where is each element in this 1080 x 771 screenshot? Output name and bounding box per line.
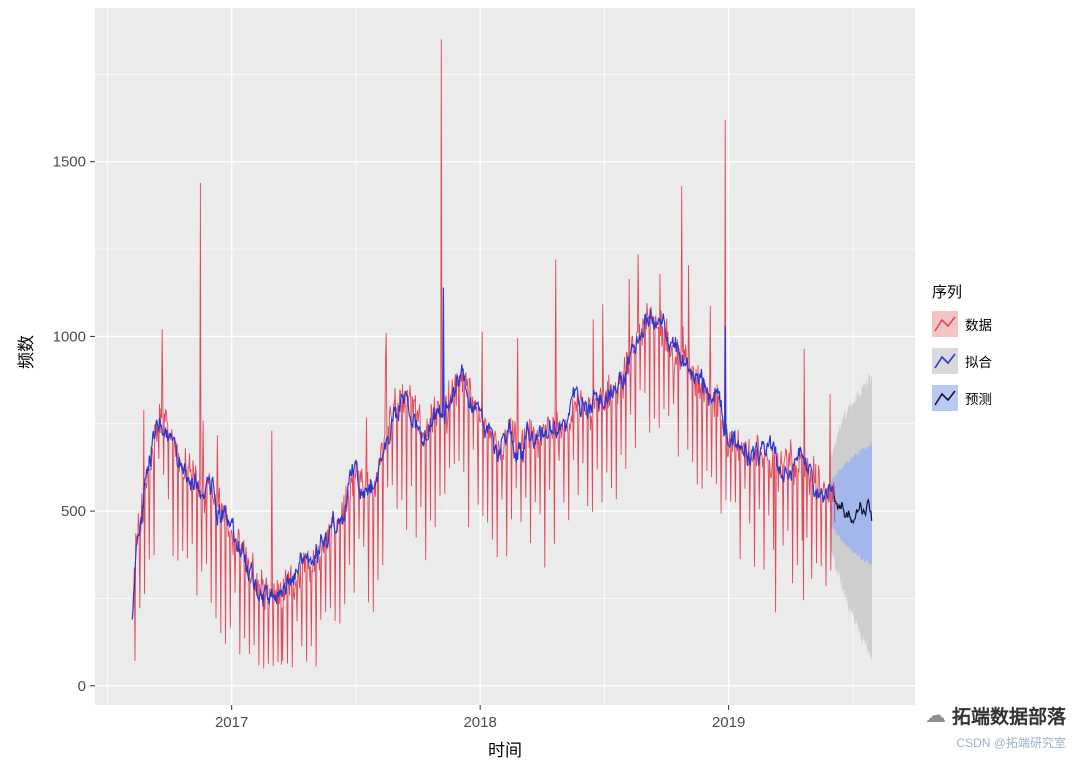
legend-entry-forecast: 预测 — [932, 385, 992, 411]
fit-series-line — [131, 287, 836, 620]
x-tick-label: 2017 — [215, 714, 248, 731]
legend-title: 序列 — [932, 284, 963, 301]
x-tick-label: 2019 — [712, 714, 745, 731]
watermark-subtitle: CSDN @拓端研究室 — [956, 736, 1066, 750]
legend-line-glyph-icon — [934, 353, 956, 369]
watermark-title: ☁ 拓端数据部落 — [925, 702, 1066, 729]
legend-entry-data: 数据 — [932, 311, 992, 337]
legend-line-glyph-icon — [934, 316, 956, 332]
y-tick-label: 1500 — [53, 154, 86, 171]
legend-key-forecast-swatch — [932, 385, 958, 411]
legend: 序列 数据 拟合 预测 — [932, 281, 992, 422]
data-series-line — [131, 39, 836, 669]
forecast-series-line — [833, 495, 873, 525]
gridlines — [95, 8, 915, 705]
watermark-brand-text: 拓端数据部落 — [951, 707, 1066, 728]
legend-label-forecast: 预测 — [965, 392, 992, 407]
x-tick-label: 2018 — [463, 714, 496, 731]
y-tick-label: 0 — [78, 678, 86, 695]
x-axis-label: 时间 — [488, 741, 522, 760]
watermark: ☁ 拓端数据部落 CSDN @拓端研究室 — [925, 702, 1066, 751]
legend-label-data: 数据 — [965, 318, 992, 333]
legend-entry-fit: 拟合 — [932, 348, 992, 374]
axis-ticks: 2017 2018 2019 0 500 1000 1500 — [53, 154, 746, 731]
plot-panel — [95, 8, 915, 705]
legend-key-data-swatch — [932, 311, 958, 337]
y-tick-label: 500 — [61, 503, 86, 520]
y-axis-label: 频数 — [17, 335, 36, 369]
legend-label-fit: 拟合 — [965, 355, 992, 370]
cloud-logo-icon: ☁ — [924, 704, 946, 727]
y-tick-label: 1000 — [53, 328, 86, 345]
series-group — [131, 39, 873, 669]
legend-key-fit-swatch — [932, 348, 958, 374]
forecast-ribbon-80 — [830, 440, 872, 566]
legend-line-glyph-icon — [934, 390, 956, 406]
